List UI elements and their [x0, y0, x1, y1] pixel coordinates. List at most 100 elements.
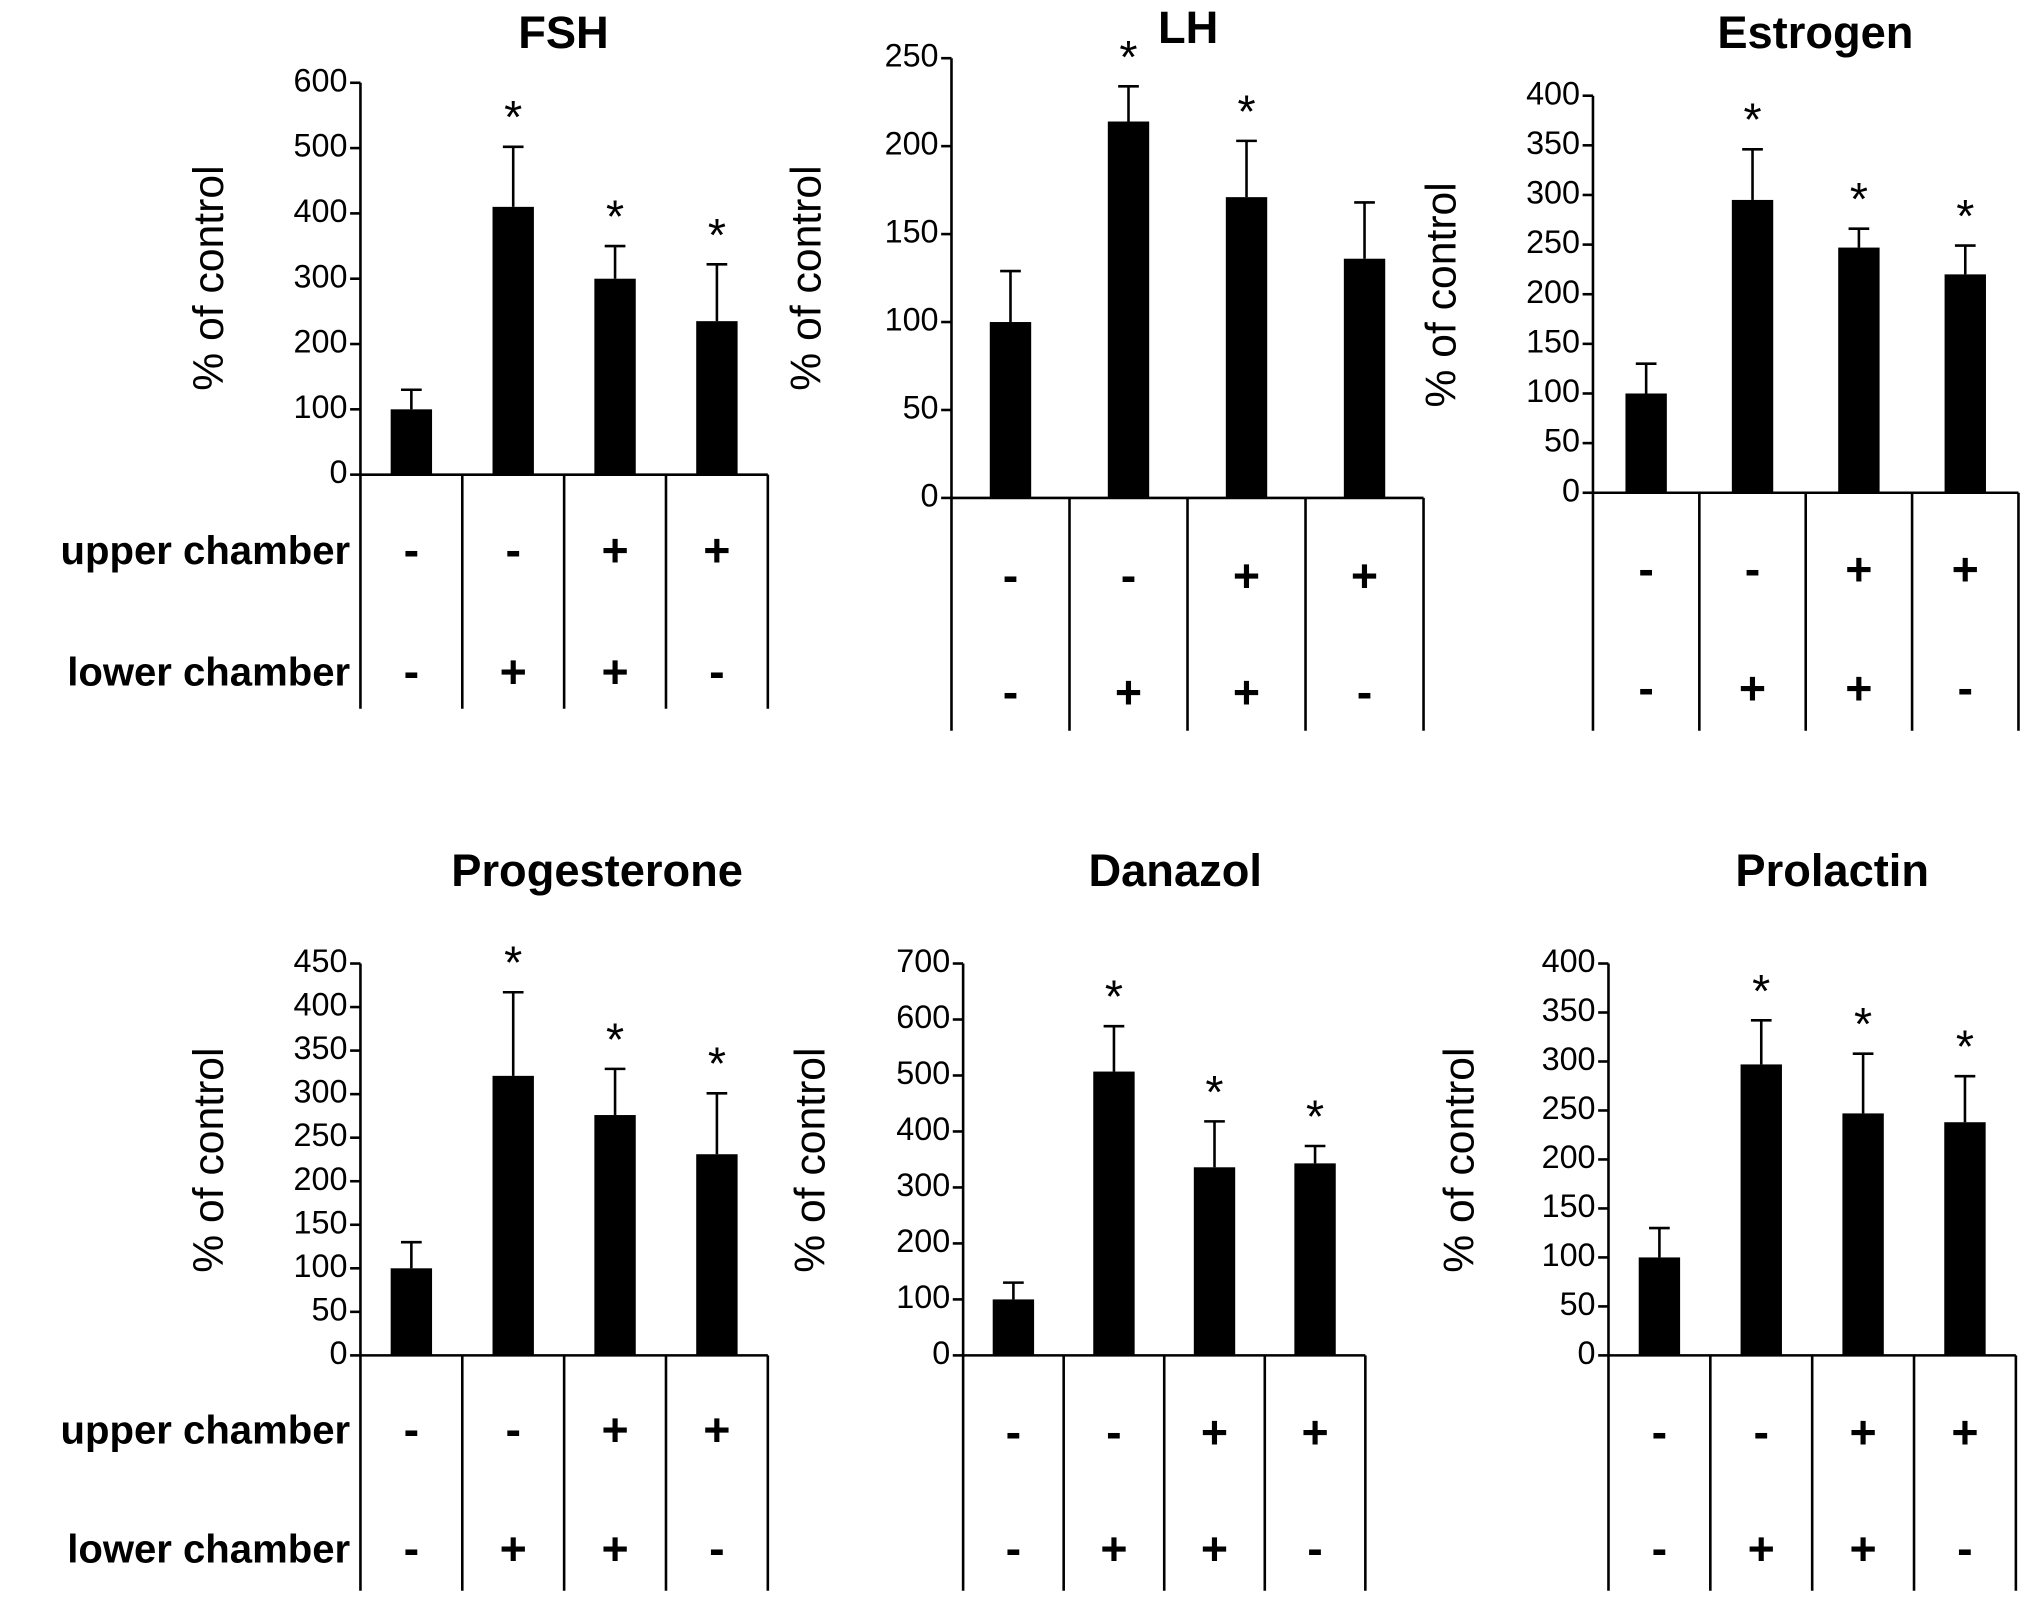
treatment-sign: -: [1003, 666, 1019, 718]
y-axis-label: % of control: [782, 165, 830, 390]
treatment-sign: -: [1652, 1522, 1668, 1574]
treatment-sign: -: [1003, 550, 1019, 602]
y-tick-label: 150: [294, 1204, 348, 1240]
bar: [1093, 1071, 1135, 1356]
treatment-sign: -: [1957, 1522, 1973, 1574]
significance: *: [1205, 1066, 1223, 1118]
y-tick-label: 300: [1542, 1041, 1596, 1077]
y-tick-label: 250: [294, 1117, 348, 1153]
y-tick-label: 250: [885, 38, 939, 74]
y-axis-label: % of control: [1417, 182, 1465, 407]
treatment-sign: +: [1233, 666, 1260, 718]
significance: *: [1743, 94, 1761, 146]
y-tick-label: 150: [1542, 1188, 1596, 1224]
y-tick-label: 250: [1526, 224, 1580, 260]
treatment-sign: +: [1100, 1522, 1127, 1574]
treatment-sign: +: [1850, 1406, 1877, 1458]
significance: *: [1956, 1021, 1974, 1073]
row-name: upper chamber: [61, 529, 351, 573]
y-tick-label: 50: [312, 1291, 348, 1327]
bar: [594, 278, 636, 475]
y-tick-label: 50: [1560, 1286, 1596, 1322]
significance: *: [708, 1038, 726, 1090]
treatment-sign: +: [1748, 1522, 1775, 1574]
bar: [594, 1115, 636, 1356]
treatment-sign: +: [500, 1522, 527, 1574]
treatment-sign: +: [1952, 543, 1979, 595]
significance: *: [606, 1013, 624, 1065]
treatment-sign: +: [1845, 543, 1872, 595]
y-tick-label: 300: [294, 258, 348, 294]
treatment-sign: +: [1301, 1406, 1328, 1458]
bar: [1944, 1122, 1986, 1356]
bar: [1842, 1113, 1884, 1356]
bar: [992, 1299, 1035, 1356]
y-tick-label: 100: [885, 302, 939, 338]
y-tick-label: 100: [294, 1248, 348, 1284]
y-tick-label: 150: [1526, 323, 1580, 359]
treatment-sign: -: [1958, 662, 1974, 714]
significance: *: [1119, 31, 1137, 83]
treatment-sign: +: [1201, 1522, 1228, 1574]
bar: [1193, 1167, 1236, 1356]
treatment-sign: +: [1351, 550, 1378, 602]
bar: [492, 206, 534, 475]
treatment-sign: -: [404, 1403, 420, 1455]
significance: *: [1850, 173, 1868, 225]
bar: [1625, 393, 1667, 493]
y-tick-label: 0: [932, 1335, 950, 1371]
y-tick-label: 200: [294, 1161, 348, 1197]
y-tick-label: 400: [1526, 75, 1580, 111]
significance: *: [606, 190, 624, 242]
y-tick-label: 300: [294, 1074, 348, 1110]
y-tick-label: 400: [294, 193, 348, 229]
chart-title: FSH: [518, 7, 609, 58]
treatment-sign: -: [1106, 1406, 1122, 1458]
y-tick-label: 600: [294, 62, 348, 98]
treatment-sign: +: [601, 524, 628, 576]
y-tick-label: 400: [896, 1111, 950, 1147]
significance: *: [1306, 1090, 1324, 1142]
bar: [989, 322, 1032, 498]
y-tick-label: 200: [896, 1223, 950, 1259]
y-axis-label: % of control: [1436, 1047, 1484, 1272]
treatment-sign: -: [1745, 543, 1761, 595]
y-axis-label: % of control: [185, 1047, 233, 1272]
y-tick-label: 350: [1526, 125, 1580, 161]
y-tick-label: 400: [294, 987, 348, 1023]
treatment-sign: +: [601, 1522, 628, 1574]
significance: *: [1956, 190, 1974, 242]
y-tick-label: 0: [330, 1335, 348, 1371]
treatment-sign: -: [1121, 550, 1137, 602]
y-tick-label: 0: [921, 477, 939, 513]
treatment-sign: +: [601, 645, 628, 697]
treatment-sign: +: [1115, 666, 1142, 718]
bar: [390, 409, 433, 475]
y-tick-label: 50: [1544, 423, 1580, 459]
y-tick-label: 500: [294, 128, 348, 164]
treatment-sign: -: [709, 1522, 725, 1574]
y-tick-label: 700: [896, 943, 950, 979]
treatment-sign: +: [1850, 1522, 1877, 1574]
y-axis-label: % of control: [185, 165, 233, 390]
bar: [1838, 247, 1880, 493]
chart-title: Progesterone: [451, 845, 743, 896]
treatment-sign: -: [1652, 1406, 1668, 1458]
bar: [1343, 258, 1386, 498]
treatment-sign: -: [1357, 666, 1373, 718]
y-tick-label: 300: [1526, 175, 1580, 211]
significance: *: [1237, 85, 1255, 137]
treatment-sign: -: [1006, 1406, 1022, 1458]
treatment-sign: +: [1951, 1406, 1978, 1458]
bar: [1740, 1064, 1782, 1356]
chart-title: Estrogen: [1717, 7, 1913, 58]
bar: [1944, 274, 1986, 493]
bar: [1225, 197, 1268, 498]
treatment-sign: -: [1006, 1522, 1022, 1574]
y-tick-label: 250: [1542, 1090, 1596, 1126]
bar: [1638, 1257, 1681, 1356]
y-tick-label: 600: [896, 999, 950, 1035]
row-name: upper chamber: [61, 1409, 351, 1453]
